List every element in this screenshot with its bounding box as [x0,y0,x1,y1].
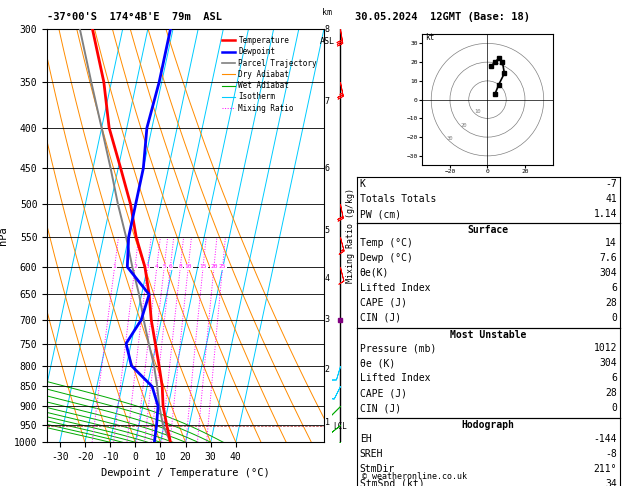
Text: CAPE (J): CAPE (J) [360,388,407,399]
Text: 4: 4 [155,264,159,270]
Text: 6: 6 [325,164,330,173]
Text: kt: kt [426,33,435,42]
Y-axis label: hPa: hPa [0,226,8,245]
Text: θe (K): θe (K) [360,358,395,368]
Text: 6: 6 [169,264,172,270]
Text: 1: 1 [113,264,116,270]
Text: StmDir: StmDir [360,464,395,474]
Text: Hodograph: Hodograph [462,420,515,431]
Text: 8: 8 [325,25,330,34]
Text: 304: 304 [599,268,617,278]
Text: 1: 1 [325,418,330,427]
Text: 30.05.2024  12GMT (Base: 18): 30.05.2024 12GMT (Base: 18) [355,12,530,22]
X-axis label: Dewpoint / Temperature (°C): Dewpoint / Temperature (°C) [101,468,270,478]
Text: 8: 8 [179,264,182,270]
Text: -37°00'S  174°4B'E  79m  ASL: -37°00'S 174°4B'E 79m ASL [47,12,222,22]
Text: -7: -7 [605,179,617,190]
Text: Totals Totals: Totals Totals [360,194,436,205]
Text: 28: 28 [605,298,617,308]
Text: CIN (J): CIN (J) [360,403,401,414]
Text: 1.14: 1.14 [594,209,617,220]
Text: Most Unstable: Most Unstable [450,330,526,340]
Text: Lifted Index: Lifted Index [360,373,430,383]
Text: 0: 0 [611,403,617,414]
Text: -8: -8 [605,449,617,459]
Text: EH: EH [360,434,372,444]
Text: 7.6: 7.6 [599,253,617,263]
Text: 6: 6 [611,373,617,383]
Text: 28: 28 [605,388,617,399]
Text: 2: 2 [133,264,137,270]
Text: ASL: ASL [320,37,335,47]
Text: StmSpd (kt): StmSpd (kt) [360,479,425,486]
Text: 5: 5 [325,226,330,235]
Text: CAPE (J): CAPE (J) [360,298,407,308]
Text: 211°: 211° [594,464,617,474]
Text: Surface: Surface [467,225,509,235]
Text: K: K [360,179,365,190]
Text: Pressure (mb): Pressure (mb) [360,343,436,353]
Text: LCL: LCL [333,422,347,431]
Text: 1012: 1012 [594,343,617,353]
Text: 3: 3 [325,315,330,324]
Text: 10: 10 [184,264,192,270]
Text: 30: 30 [447,136,454,141]
Text: 4: 4 [325,274,330,283]
Text: 3: 3 [146,264,150,270]
Legend: Temperature, Dewpoint, Parcel Trajectory, Dry Adiabat, Wet Adiabat, Isotherm, Mi: Temperature, Dewpoint, Parcel Trajectory… [218,33,320,116]
Text: θe(K): θe(K) [360,268,389,278]
Text: 304: 304 [599,358,617,368]
Text: Lifted Index: Lifted Index [360,283,430,293]
Text: 7: 7 [325,97,330,105]
Text: 20: 20 [210,264,218,270]
Text: SREH: SREH [360,449,383,459]
Text: 2: 2 [325,365,330,374]
Text: CIN (J): CIN (J) [360,313,401,323]
Text: Dewp (°C): Dewp (°C) [360,253,413,263]
Text: 6: 6 [611,283,617,293]
Text: 41: 41 [605,194,617,205]
Text: 10: 10 [474,109,481,114]
Text: PW (cm): PW (cm) [360,209,401,220]
Text: km: km [322,8,332,17]
Text: © weatheronline.co.uk: © weatheronline.co.uk [362,472,467,481]
Text: Mixing Ratio (g/kg): Mixing Ratio (g/kg) [347,188,355,283]
Text: Temp (°C): Temp (°C) [360,238,413,248]
Text: -144: -144 [594,434,617,444]
Text: 0: 0 [611,313,617,323]
Text: 5: 5 [162,264,166,270]
Text: 25: 25 [219,264,226,270]
Text: 15: 15 [199,264,207,270]
Text: 20: 20 [460,122,467,128]
Text: 34: 34 [605,479,617,486]
Text: 14: 14 [605,238,617,248]
